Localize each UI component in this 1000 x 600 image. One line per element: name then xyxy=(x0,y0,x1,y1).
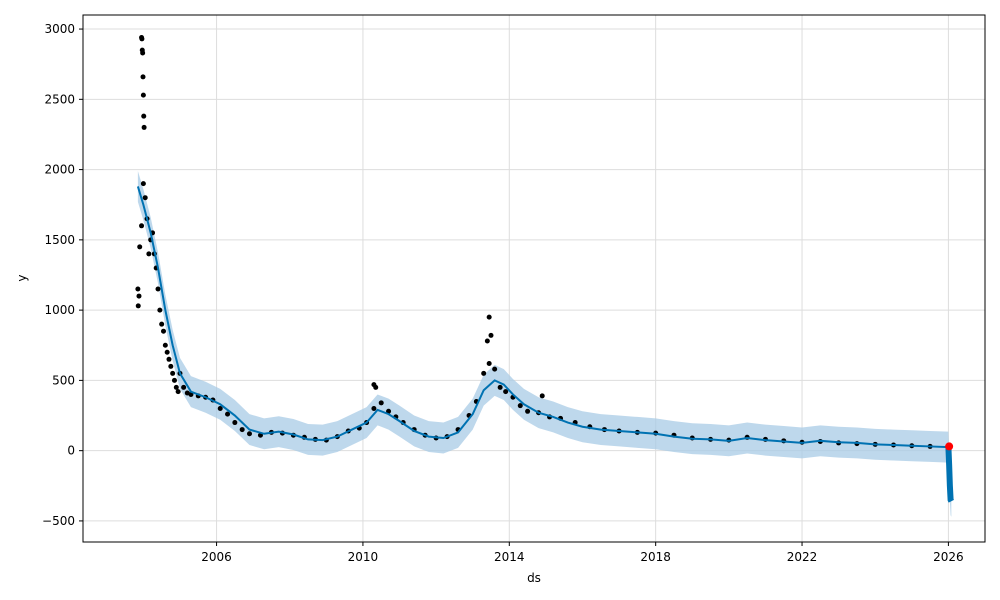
y-tick-label: 2500 xyxy=(44,92,75,106)
observed-point xyxy=(159,321,165,327)
y-tick-label: 3000 xyxy=(44,22,75,36)
spike-point xyxy=(484,338,490,344)
x-axis-label: ds xyxy=(527,571,541,585)
observed-point xyxy=(225,411,231,417)
y-tick-label: 1000 xyxy=(44,303,75,317)
observed-point xyxy=(155,286,161,292)
observed-point xyxy=(525,408,531,414)
observed-point xyxy=(497,384,503,390)
observed-point xyxy=(161,328,167,334)
observed-point xyxy=(188,391,194,397)
observed-point xyxy=(175,389,181,395)
observed-point xyxy=(173,384,179,390)
observed-point xyxy=(378,400,384,406)
last-observation xyxy=(945,442,954,451)
y-tick-label: 2000 xyxy=(44,163,75,177)
x-axis-ticks: 2006 2010 2014 2018 2022 2026 xyxy=(201,542,964,564)
y-tick-label: 0 xyxy=(67,444,75,458)
observed-point xyxy=(171,377,177,383)
y-tick-label: −500 xyxy=(42,514,75,528)
observed-point xyxy=(139,223,145,229)
x-tick-label: 2010 xyxy=(348,550,379,564)
spike-point xyxy=(140,92,146,98)
observed-point xyxy=(146,251,152,257)
observed-point xyxy=(492,366,498,372)
spike-point xyxy=(373,384,379,390)
observed-point xyxy=(157,307,163,313)
y-axis-label: y xyxy=(15,274,29,281)
observed-point xyxy=(170,370,176,376)
grid xyxy=(83,15,985,542)
x-tick-label: 2026 xyxy=(933,550,964,564)
plot-frame xyxy=(82,14,986,543)
observed-point xyxy=(181,384,187,390)
observed-point xyxy=(135,286,141,292)
x-tick-label: 2018 xyxy=(640,550,671,564)
y-tick-label: 500 xyxy=(52,373,75,387)
spike-point xyxy=(135,303,141,309)
observed-point xyxy=(371,405,377,411)
observed-point xyxy=(232,420,238,426)
x-tick-label: 2014 xyxy=(494,550,525,564)
observed-point xyxy=(140,181,146,187)
forecast-line xyxy=(136,186,954,503)
y-tick-label: 1500 xyxy=(44,233,75,247)
x-tick-label: 2006 xyxy=(201,550,232,564)
observed-point xyxy=(517,403,523,409)
observed-point xyxy=(137,244,143,250)
spike-point xyxy=(140,74,146,80)
last-observed-point xyxy=(945,442,954,451)
observed-point xyxy=(486,361,492,367)
observed-point xyxy=(239,427,245,433)
spike-point xyxy=(136,293,142,299)
x-tick-label: 2022 xyxy=(787,550,818,564)
spike-point xyxy=(141,124,147,130)
observed-point xyxy=(503,389,509,395)
observed-point xyxy=(386,408,392,414)
spike-point xyxy=(141,113,147,119)
forecast-path xyxy=(136,186,949,449)
observed-point xyxy=(217,405,223,411)
interval-area xyxy=(137,170,949,463)
y-axis-ticks: −500 0 500 1000 1500 2000 2500 3000 xyxy=(42,22,83,528)
observed-point xyxy=(246,431,252,437)
observed-point xyxy=(168,363,174,369)
observed-point xyxy=(481,370,487,376)
observed-point xyxy=(164,349,170,355)
spike-point xyxy=(488,332,494,338)
observed-point xyxy=(162,342,168,348)
spike-point xyxy=(139,36,145,42)
observed-point xyxy=(166,356,172,362)
observed-point xyxy=(142,195,148,201)
spike-point xyxy=(486,314,492,320)
spike-point xyxy=(140,50,146,56)
forecast-extension-path xyxy=(945,447,954,503)
spike-point xyxy=(539,393,545,399)
